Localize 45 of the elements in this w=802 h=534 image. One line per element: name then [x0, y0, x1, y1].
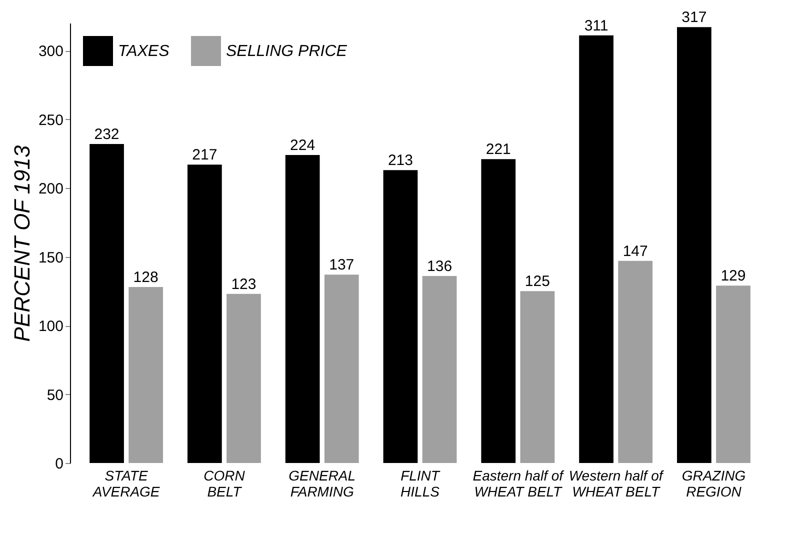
data-label: 311 [584, 17, 608, 34]
data-label: 213 [388, 152, 413, 170]
x-tick-label: GENERAL FARMING [288, 468, 356, 500]
x-tick-label: STATE AVERAGE [92, 468, 160, 500]
bar [579, 35, 614, 463]
y-tick-label: 300 [38, 43, 64, 60]
data-label: 137 [329, 256, 354, 274]
bar [618, 260, 653, 463]
bar [90, 144, 124, 463]
legend-label: SELLING PRICE [226, 43, 348, 60]
x-tick-label: Eastern half of WHEAT BELT [472, 468, 566, 500]
bar [226, 294, 261, 463]
y-tick-label: 250 [38, 112, 64, 129]
bar [285, 155, 320, 463]
bar [481, 159, 516, 463]
data-label: 317 [682, 9, 707, 26]
data-label: 224 [290, 137, 316, 154]
y-tick-label: 100 [38, 318, 64, 335]
y-tick-label: 200 [38, 180, 64, 198]
data-label: 123 [231, 276, 256, 293]
x-tick-label: GRAZING REGION [682, 468, 746, 500]
x-tick-label: CORN BELT [204, 468, 246, 500]
bar [520, 291, 555, 463]
data-label: 232 [94, 126, 120, 143]
data-label: 136 [427, 258, 452, 275]
bar [676, 27, 712, 463]
bar [422, 276, 457, 463]
data-label: 221 [486, 141, 511, 158]
y-tick-label: 0 [55, 456, 64, 472]
bar [324, 274, 359, 463]
bar [187, 164, 222, 463]
y-tick-label: 150 [38, 249, 64, 266]
legend-label: TAXES [118, 43, 170, 60]
bar [128, 287, 164, 463]
x-tick-label: FLINT HILLS [400, 468, 441, 500]
bar [716, 286, 750, 463]
bar [383, 170, 418, 463]
data-label: 128 [133, 269, 158, 286]
x-tick-label: Western half of WHEAT BELT [568, 468, 665, 500]
y-axis-title: PERCENT OF 1913 [9, 144, 34, 342]
data-label: 125 [524, 273, 550, 290]
data-label: 129 [720, 268, 746, 285]
data-label: 217 [192, 146, 218, 164]
data-label: 147 [622, 242, 648, 260]
y-tick-label: 50 [46, 386, 64, 404]
